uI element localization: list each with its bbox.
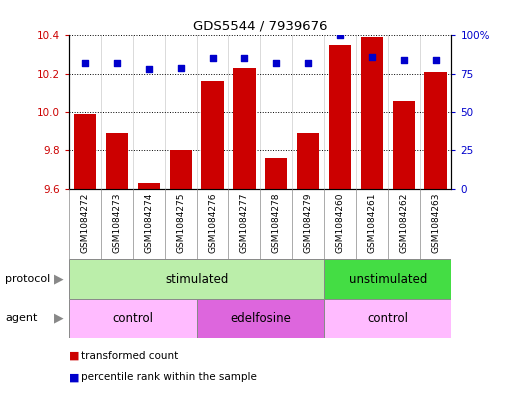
Text: GSM1084276: GSM1084276 bbox=[208, 192, 217, 253]
Bar bbox=[106, 133, 128, 189]
Text: agent: agent bbox=[5, 313, 37, 323]
Point bbox=[176, 64, 185, 71]
Text: GSM1084275: GSM1084275 bbox=[176, 192, 185, 253]
Text: GSM1084263: GSM1084263 bbox=[431, 192, 440, 253]
Bar bbox=[265, 158, 287, 189]
Text: GSM1084272: GSM1084272 bbox=[81, 192, 90, 253]
Bar bbox=[361, 37, 383, 189]
Bar bbox=[170, 150, 192, 189]
Bar bbox=[324, 259, 451, 299]
Text: ■: ■ bbox=[69, 351, 80, 361]
Point bbox=[81, 60, 89, 66]
Bar bbox=[297, 133, 319, 189]
Text: ▶: ▶ bbox=[54, 312, 64, 325]
Text: GSM1084274: GSM1084274 bbox=[144, 192, 153, 253]
Bar bbox=[69, 299, 196, 338]
Text: percentile rank within the sample: percentile rank within the sample bbox=[81, 372, 257, 382]
Bar bbox=[329, 45, 351, 189]
Bar bbox=[137, 183, 160, 189]
Title: GDS5544 / 7939676: GDS5544 / 7939676 bbox=[193, 20, 328, 33]
Point bbox=[336, 32, 344, 39]
Text: GSM1084279: GSM1084279 bbox=[304, 192, 312, 253]
Bar bbox=[424, 72, 447, 189]
Text: GSM1084262: GSM1084262 bbox=[399, 192, 408, 253]
Text: control: control bbox=[112, 312, 153, 325]
Point bbox=[208, 55, 216, 61]
Point bbox=[240, 55, 248, 61]
Text: stimulated: stimulated bbox=[165, 272, 228, 286]
Text: ▶: ▶ bbox=[54, 272, 64, 286]
Point bbox=[272, 60, 281, 66]
Point bbox=[304, 60, 312, 66]
Text: control: control bbox=[367, 312, 408, 325]
Bar bbox=[69, 259, 324, 299]
Text: ■: ■ bbox=[69, 372, 80, 382]
Bar bbox=[324, 299, 451, 338]
Text: GSM1084261: GSM1084261 bbox=[367, 192, 377, 253]
Text: GSM1084277: GSM1084277 bbox=[240, 192, 249, 253]
Text: protocol: protocol bbox=[5, 274, 50, 284]
Bar bbox=[74, 114, 96, 189]
Bar bbox=[202, 81, 224, 189]
Bar bbox=[233, 68, 255, 189]
Text: GSM1084278: GSM1084278 bbox=[272, 192, 281, 253]
Point bbox=[431, 57, 440, 63]
Text: GSM1084273: GSM1084273 bbox=[112, 192, 122, 253]
Bar bbox=[392, 101, 415, 189]
Text: unstimulated: unstimulated bbox=[348, 272, 427, 286]
Point bbox=[368, 54, 376, 60]
Text: GSM1084260: GSM1084260 bbox=[336, 192, 344, 253]
Bar bbox=[196, 299, 324, 338]
Point bbox=[400, 57, 408, 63]
Point bbox=[145, 66, 153, 72]
Text: edelfosine: edelfosine bbox=[230, 312, 291, 325]
Point bbox=[113, 60, 121, 66]
Text: transformed count: transformed count bbox=[81, 351, 179, 361]
